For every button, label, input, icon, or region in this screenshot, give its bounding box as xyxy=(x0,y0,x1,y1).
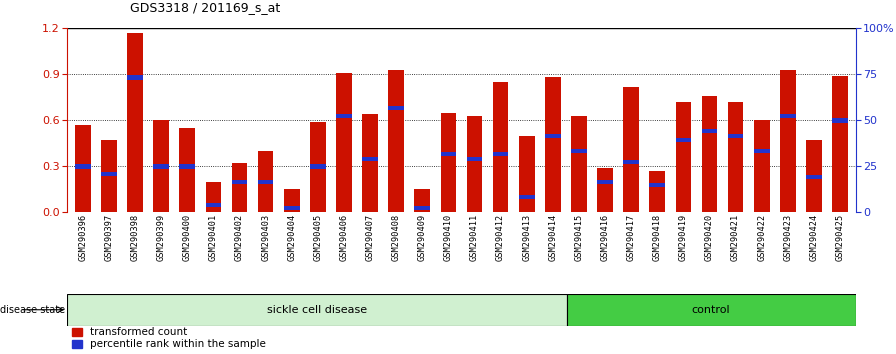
Text: control: control xyxy=(692,305,730,315)
Text: GSM290407: GSM290407 xyxy=(366,214,375,261)
Text: GSM290422: GSM290422 xyxy=(757,214,766,261)
Bar xyxy=(75,164,90,169)
Text: GDS3318 / 201169_s_at: GDS3318 / 201169_s_at xyxy=(130,1,280,14)
Bar xyxy=(336,114,352,118)
Bar xyxy=(388,70,404,212)
Bar xyxy=(153,120,169,212)
Bar xyxy=(415,189,430,212)
Bar xyxy=(232,163,247,212)
Bar xyxy=(362,114,378,212)
Bar xyxy=(258,179,273,184)
Text: GSM290412: GSM290412 xyxy=(496,214,505,261)
Text: GSM290418: GSM290418 xyxy=(653,214,662,261)
Bar xyxy=(519,195,535,199)
Bar xyxy=(702,96,718,212)
Bar xyxy=(493,82,508,212)
Bar xyxy=(101,172,116,176)
Bar xyxy=(493,152,508,156)
Text: GSM290402: GSM290402 xyxy=(235,214,244,261)
Bar xyxy=(676,138,691,142)
Text: GSM290401: GSM290401 xyxy=(209,214,218,261)
Text: GSM290400: GSM290400 xyxy=(183,214,192,261)
Bar xyxy=(832,118,848,122)
Bar xyxy=(702,129,718,133)
Text: GSM290411: GSM290411 xyxy=(470,214,479,261)
Bar xyxy=(388,106,404,110)
Bar xyxy=(566,294,856,326)
Text: GSM290408: GSM290408 xyxy=(392,214,401,261)
Bar xyxy=(179,128,195,212)
Bar xyxy=(728,133,744,138)
Text: GSM290399: GSM290399 xyxy=(157,214,166,261)
Bar xyxy=(467,156,482,161)
Text: GSM290423: GSM290423 xyxy=(783,214,792,261)
Bar xyxy=(258,151,273,212)
Text: GSM290415: GSM290415 xyxy=(574,214,583,261)
Bar xyxy=(67,294,566,326)
Legend: transformed count, percentile rank within the sample: transformed count, percentile rank withi… xyxy=(73,327,266,349)
Bar xyxy=(650,183,665,187)
Bar xyxy=(101,140,116,212)
Text: GSM290396: GSM290396 xyxy=(78,214,88,261)
Bar xyxy=(284,206,299,210)
Bar xyxy=(336,73,352,212)
Bar xyxy=(179,164,195,169)
Bar xyxy=(75,125,90,212)
Bar xyxy=(754,149,770,153)
Bar xyxy=(598,168,613,212)
Bar xyxy=(127,33,143,212)
Text: GSM290413: GSM290413 xyxy=(522,214,531,261)
Text: GSM290416: GSM290416 xyxy=(600,214,609,261)
Text: GSM290417: GSM290417 xyxy=(626,214,635,261)
Bar xyxy=(127,75,143,80)
Bar xyxy=(780,70,796,212)
Text: GSM290397: GSM290397 xyxy=(105,214,114,261)
Bar xyxy=(624,160,639,164)
Text: GSM290420: GSM290420 xyxy=(705,214,714,261)
Bar xyxy=(415,206,430,210)
Text: GSM290406: GSM290406 xyxy=(340,214,349,261)
Bar xyxy=(650,171,665,212)
Bar xyxy=(676,102,691,212)
Text: GSM290421: GSM290421 xyxy=(731,214,740,261)
Bar xyxy=(780,114,796,118)
Text: GSM290410: GSM290410 xyxy=(444,214,452,261)
Text: GSM290419: GSM290419 xyxy=(679,214,688,261)
Bar xyxy=(441,113,456,212)
Text: GSM290409: GSM290409 xyxy=(418,214,426,261)
Text: GSM290405: GSM290405 xyxy=(314,214,323,261)
Bar xyxy=(310,122,325,212)
Bar xyxy=(519,136,535,212)
Text: GSM290425: GSM290425 xyxy=(835,214,845,261)
Bar xyxy=(545,133,561,138)
Bar xyxy=(598,179,613,184)
Bar xyxy=(232,179,247,184)
Text: GSM290398: GSM290398 xyxy=(131,214,140,261)
Text: disease state: disease state xyxy=(0,305,65,315)
Text: GSM290424: GSM290424 xyxy=(809,214,818,261)
Bar xyxy=(362,156,378,161)
Bar xyxy=(754,120,770,212)
Bar xyxy=(205,182,221,212)
Bar xyxy=(310,164,325,169)
Bar xyxy=(467,116,482,212)
Bar xyxy=(806,140,822,212)
Bar xyxy=(832,76,848,212)
Text: GSM290403: GSM290403 xyxy=(261,214,270,261)
Bar xyxy=(545,78,561,212)
Bar xyxy=(441,152,456,156)
Text: sickle cell disease: sickle cell disease xyxy=(267,305,367,315)
Text: GSM290414: GSM290414 xyxy=(548,214,557,261)
Bar xyxy=(728,102,744,212)
Bar xyxy=(284,189,299,212)
Bar xyxy=(205,202,221,207)
Bar xyxy=(806,175,822,179)
Bar xyxy=(153,164,169,169)
Bar xyxy=(624,87,639,212)
Bar xyxy=(571,149,587,153)
Text: GSM290404: GSM290404 xyxy=(288,214,297,261)
Bar xyxy=(571,116,587,212)
